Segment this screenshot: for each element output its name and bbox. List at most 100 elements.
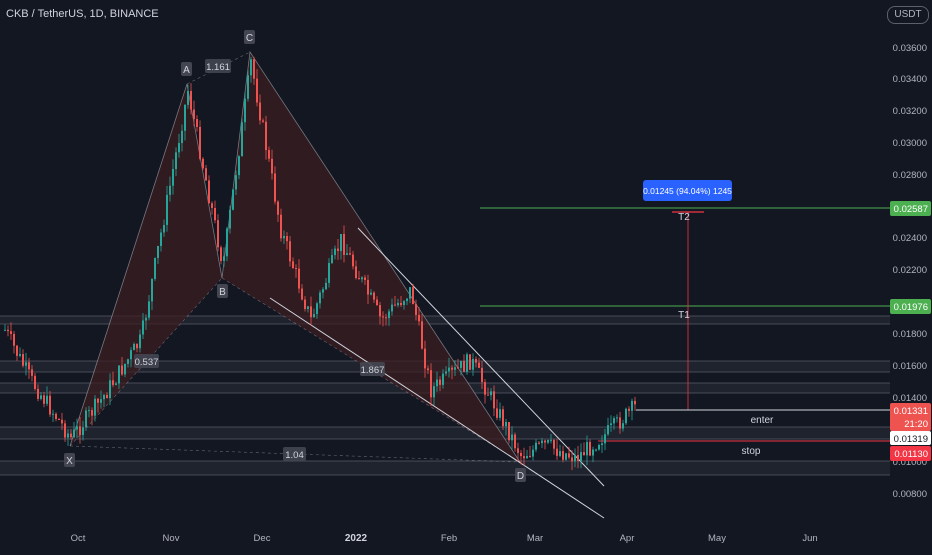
- candle-body: [520, 452, 522, 457]
- candle-body: [439, 379, 441, 385]
- candle-body: [334, 248, 336, 256]
- candle-body: [631, 400, 633, 411]
- candle-body: [415, 304, 417, 315]
- currency-button[interactable]: USDT: [887, 6, 929, 24]
- y-tick: 0.03200: [893, 106, 927, 117]
- candle-body: [265, 121, 267, 151]
- svg-text:D: D: [517, 471, 524, 482]
- candle-body: [160, 232, 162, 247]
- candle-body: [94, 398, 96, 416]
- candle-body: [58, 419, 60, 421]
- candle-body: [373, 292, 375, 300]
- lower-trendline: [269, 297, 605, 519]
- candle-body: [541, 440, 543, 444]
- candle-body: [169, 185, 171, 195]
- candle-body: [379, 305, 381, 317]
- x-tick: Nov: [163, 533, 180, 544]
- candle-body: [466, 354, 468, 372]
- candle-body: [70, 433, 72, 438]
- trade-levels[interactable]: [480, 207, 890, 442]
- candle-body: [34, 375, 36, 389]
- candlestick-series: [4, 56, 636, 471]
- candle-body: [61, 419, 63, 424]
- candle-body: [259, 102, 261, 121]
- candle-body: [274, 173, 276, 202]
- candle-body: [391, 304, 393, 312]
- candle-body: [508, 421, 510, 441]
- candle-body: [79, 426, 81, 436]
- candle-body: [151, 278, 153, 302]
- label-t2: T2: [678, 212, 690, 223]
- candle-body: [472, 358, 474, 370]
- candle-body: [511, 434, 513, 441]
- candle-body: [589, 441, 591, 456]
- candle-body: [13, 333, 15, 346]
- candle-body: [514, 434, 516, 449]
- candle-body: [250, 59, 252, 76]
- candle-body: [403, 301, 405, 306]
- point-b-label: B: [217, 284, 228, 298]
- candle-body: [328, 263, 330, 283]
- ratio-label-xad: 1.04: [283, 447, 306, 461]
- candle-body: [307, 306, 309, 309]
- candle-body: [148, 301, 150, 318]
- candle-body: [256, 78, 258, 103]
- x-tick: Dec: [254, 533, 271, 544]
- candle-body: [580, 452, 582, 461]
- price-axis[interactable]: 0.03600 0.03400 0.03200 0.03000 0.02800 …: [890, 0, 932, 550]
- candle-body: [244, 98, 246, 123]
- candle-body: [25, 362, 27, 366]
- candle-body: [610, 423, 612, 426]
- candle-body: [358, 278, 360, 280]
- candle-body: [574, 454, 576, 462]
- candle-body: [175, 152, 177, 170]
- y-tick: 0.02800: [893, 170, 927, 181]
- candle-body: [634, 400, 636, 405]
- candle-body: [460, 360, 462, 368]
- harmonic-pattern[interactable]: [69, 50, 521, 463]
- point-d-label: D: [515, 468, 526, 482]
- candle-body: [442, 373, 444, 385]
- candle-body: [349, 253, 351, 255]
- measure-info-box[interactable]: 0.01245 (94.04%) 1245: [643, 180, 732, 201]
- candle-body: [304, 299, 306, 309]
- candle-body: [502, 409, 504, 427]
- candle-body: [394, 304, 396, 306]
- candle-body: [526, 455, 528, 459]
- candle-body: [298, 268, 300, 289]
- candle-body: [451, 367, 453, 370]
- candle-body: [532, 449, 534, 457]
- symbol-title: CKB / TetherUS, 1D, BINANCE: [6, 8, 159, 20]
- candle-body: [268, 150, 270, 159]
- y-tick: 0.01400: [893, 393, 927, 404]
- price-tag-current: 0.01331 21:20: [890, 403, 931, 431]
- candle-body: [283, 236, 285, 239]
- price-tag-stop: 0.01130: [890, 446, 931, 461]
- measure-label: 0.01245 (94.04%) 1245: [643, 186, 732, 196]
- candle-body: [595, 449, 597, 451]
- wedge-trendlines[interactable]: [269, 227, 605, 519]
- candle-body: [550, 439, 552, 441]
- label-enter: enter: [751, 415, 774, 426]
- candle-body: [196, 118, 198, 127]
- candle-body: [316, 303, 318, 315]
- svg-text:1.867: 1.867: [361, 365, 385, 376]
- candle-body: [130, 350, 132, 360]
- time-axis[interactable]: Oct Nov Dec 2022 Feb Mar Apr May Jun: [71, 533, 818, 544]
- candle-body: [400, 302, 402, 306]
- candle-body: [226, 228, 228, 257]
- candle-body: [214, 208, 216, 221]
- candle-body: [163, 224, 165, 233]
- candle-body: [217, 220, 219, 248]
- candle-body: [10, 331, 12, 334]
- svg-text:C: C: [246, 33, 253, 44]
- candle-body: [481, 367, 483, 383]
- candle-body: [229, 209, 231, 229]
- candle-body: [478, 362, 480, 368]
- price-tag-t1: 0.01976: [890, 299, 931, 314]
- candle-body: [85, 410, 87, 428]
- svg-text:B: B: [219, 287, 226, 298]
- candle-body: [115, 383, 117, 385]
